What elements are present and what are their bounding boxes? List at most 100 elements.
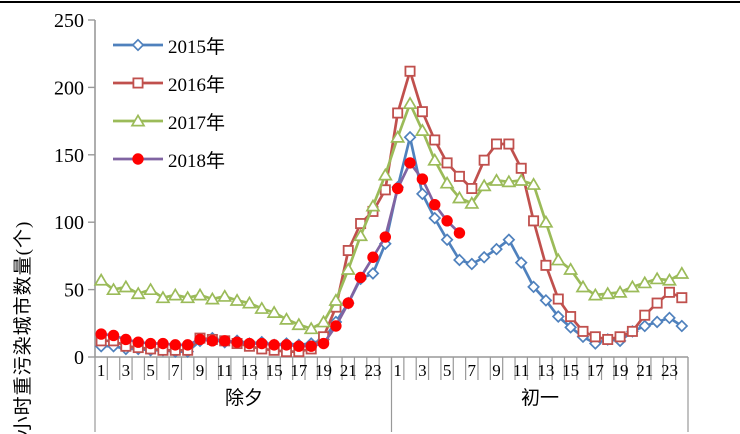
marker-triangle [143, 282, 159, 296]
marker-triangle [266, 305, 282, 318]
y-tick-label: 0 [74, 347, 84, 369]
marker-diamond [131, 38, 145, 52]
marker-circle [354, 271, 367, 284]
marker-circle [132, 336, 144, 348]
legend: 2015年 2016年 2017年 2018年 [112, 26, 225, 178]
marker-square [552, 293, 564, 305]
x-tick-label: 7 [171, 361, 180, 380]
legend-label: 2015年 [168, 36, 226, 58]
marker-triangle [204, 291, 220, 305]
x-tick-label: 3 [418, 361, 427, 380]
marker-triangle [340, 262, 356, 275]
marker-circle [194, 333, 206, 346]
series-2017年 [93, 96, 690, 335]
marker-diamond [638, 319, 652, 333]
marker-square [540, 259, 552, 271]
x-tick-label: 19 [315, 361, 332, 380]
marker-square [515, 162, 527, 174]
legend-label: 2016年 [168, 74, 226, 96]
marker-circle [416, 173, 429, 185]
marker-triangle [661, 272, 677, 286]
x-tick-label: 11 [513, 361, 529, 380]
marker-triangle [600, 286, 616, 300]
marker-triangle [130, 113, 146, 127]
x-tick-label: 23 [364, 361, 381, 380]
marker-circle [441, 215, 453, 227]
marker-diamond [514, 256, 528, 270]
marker-triangle [624, 279, 640, 293]
marker-circle [429, 198, 441, 211]
marker-diamond [502, 233, 516, 247]
marker-circle [391, 182, 404, 195]
x-tick-label: 9 [196, 361, 205, 380]
marker-triangle [538, 214, 554, 228]
legend-swatch-2016年 [113, 77, 163, 89]
x-tick-label: 5 [443, 361, 452, 380]
marker-triangle [464, 196, 480, 209]
marker-diamond [453, 253, 466, 267]
marker-diamond [564, 320, 578, 334]
marker-circle [181, 339, 194, 351]
marker-square [589, 331, 601, 343]
marker-triangle [365, 198, 381, 212]
marker-triangle [526, 177, 542, 190]
marker-triangle [563, 262, 579, 275]
marker-triangle [106, 282, 122, 296]
marker-square [392, 107, 404, 119]
x-group-label-chuxi: 除夕 [224, 388, 263, 409]
marker-square [429, 134, 441, 146]
marker-square [565, 311, 577, 323]
marker-circle [132, 153, 144, 165]
marker-circle [268, 339, 280, 351]
marker-diamond [539, 293, 553, 307]
marker-triangle [439, 175, 455, 189]
marker-diamond [650, 315, 664, 329]
marker-circle [243, 337, 256, 350]
marker-square [651, 297, 663, 309]
marker-circle [379, 231, 392, 243]
x-tick-label: 17 [587, 361, 605, 380]
marker-triangle [377, 167, 393, 181]
figure-top-border [0, 1, 740, 3]
x-tick-label: 13 [537, 361, 554, 380]
marker-square [602, 333, 614, 345]
marker-triangle [414, 123, 430, 136]
marker-triangle [316, 314, 332, 328]
marker-triangle [674, 266, 690, 279]
marker-triangle [241, 295, 257, 309]
marker-diamond [527, 280, 540, 294]
marker-triangle [303, 321, 319, 335]
marker-triangle [279, 311, 294, 325]
legend-label: 2017年 [168, 112, 226, 134]
marker-diamond [366, 267, 380, 280]
x-tick-label: 7 [468, 361, 477, 380]
marker-circle [144, 337, 157, 350]
marker-triangle [167, 287, 183, 301]
marker-triangle [649, 271, 665, 285]
marker-circle [219, 335, 231, 347]
y-tick-label: 150 [54, 145, 84, 167]
marker-triangle [402, 96, 418, 110]
marker-circle [157, 337, 169, 350]
marker-triangle [217, 289, 233, 302]
marker-diamond [428, 211, 442, 225]
legend-label: 2018年 [168, 150, 226, 172]
marker-circle [367, 251, 379, 263]
y-tick-label: 250 [54, 10, 84, 32]
marker-square [453, 170, 465, 182]
marker-triangle [550, 252, 566, 266]
legend-swatch-2015年 [113, 38, 163, 52]
x-tick-label: 13 [241, 361, 258, 380]
marker-diamond [663, 311, 676, 325]
x-tick-label: 17 [290, 361, 308, 380]
marker-diamond [490, 242, 503, 256]
x-tick-label: 3 [122, 361, 131, 380]
x-tick-label: 19 [612, 361, 629, 380]
marker-square [441, 157, 453, 169]
marker-circle [107, 329, 120, 342]
marker-triangle [291, 317, 307, 331]
marker-square [503, 138, 515, 150]
marker-triangle [427, 152, 443, 166]
series-line-2018年 [99, 161, 461, 348]
